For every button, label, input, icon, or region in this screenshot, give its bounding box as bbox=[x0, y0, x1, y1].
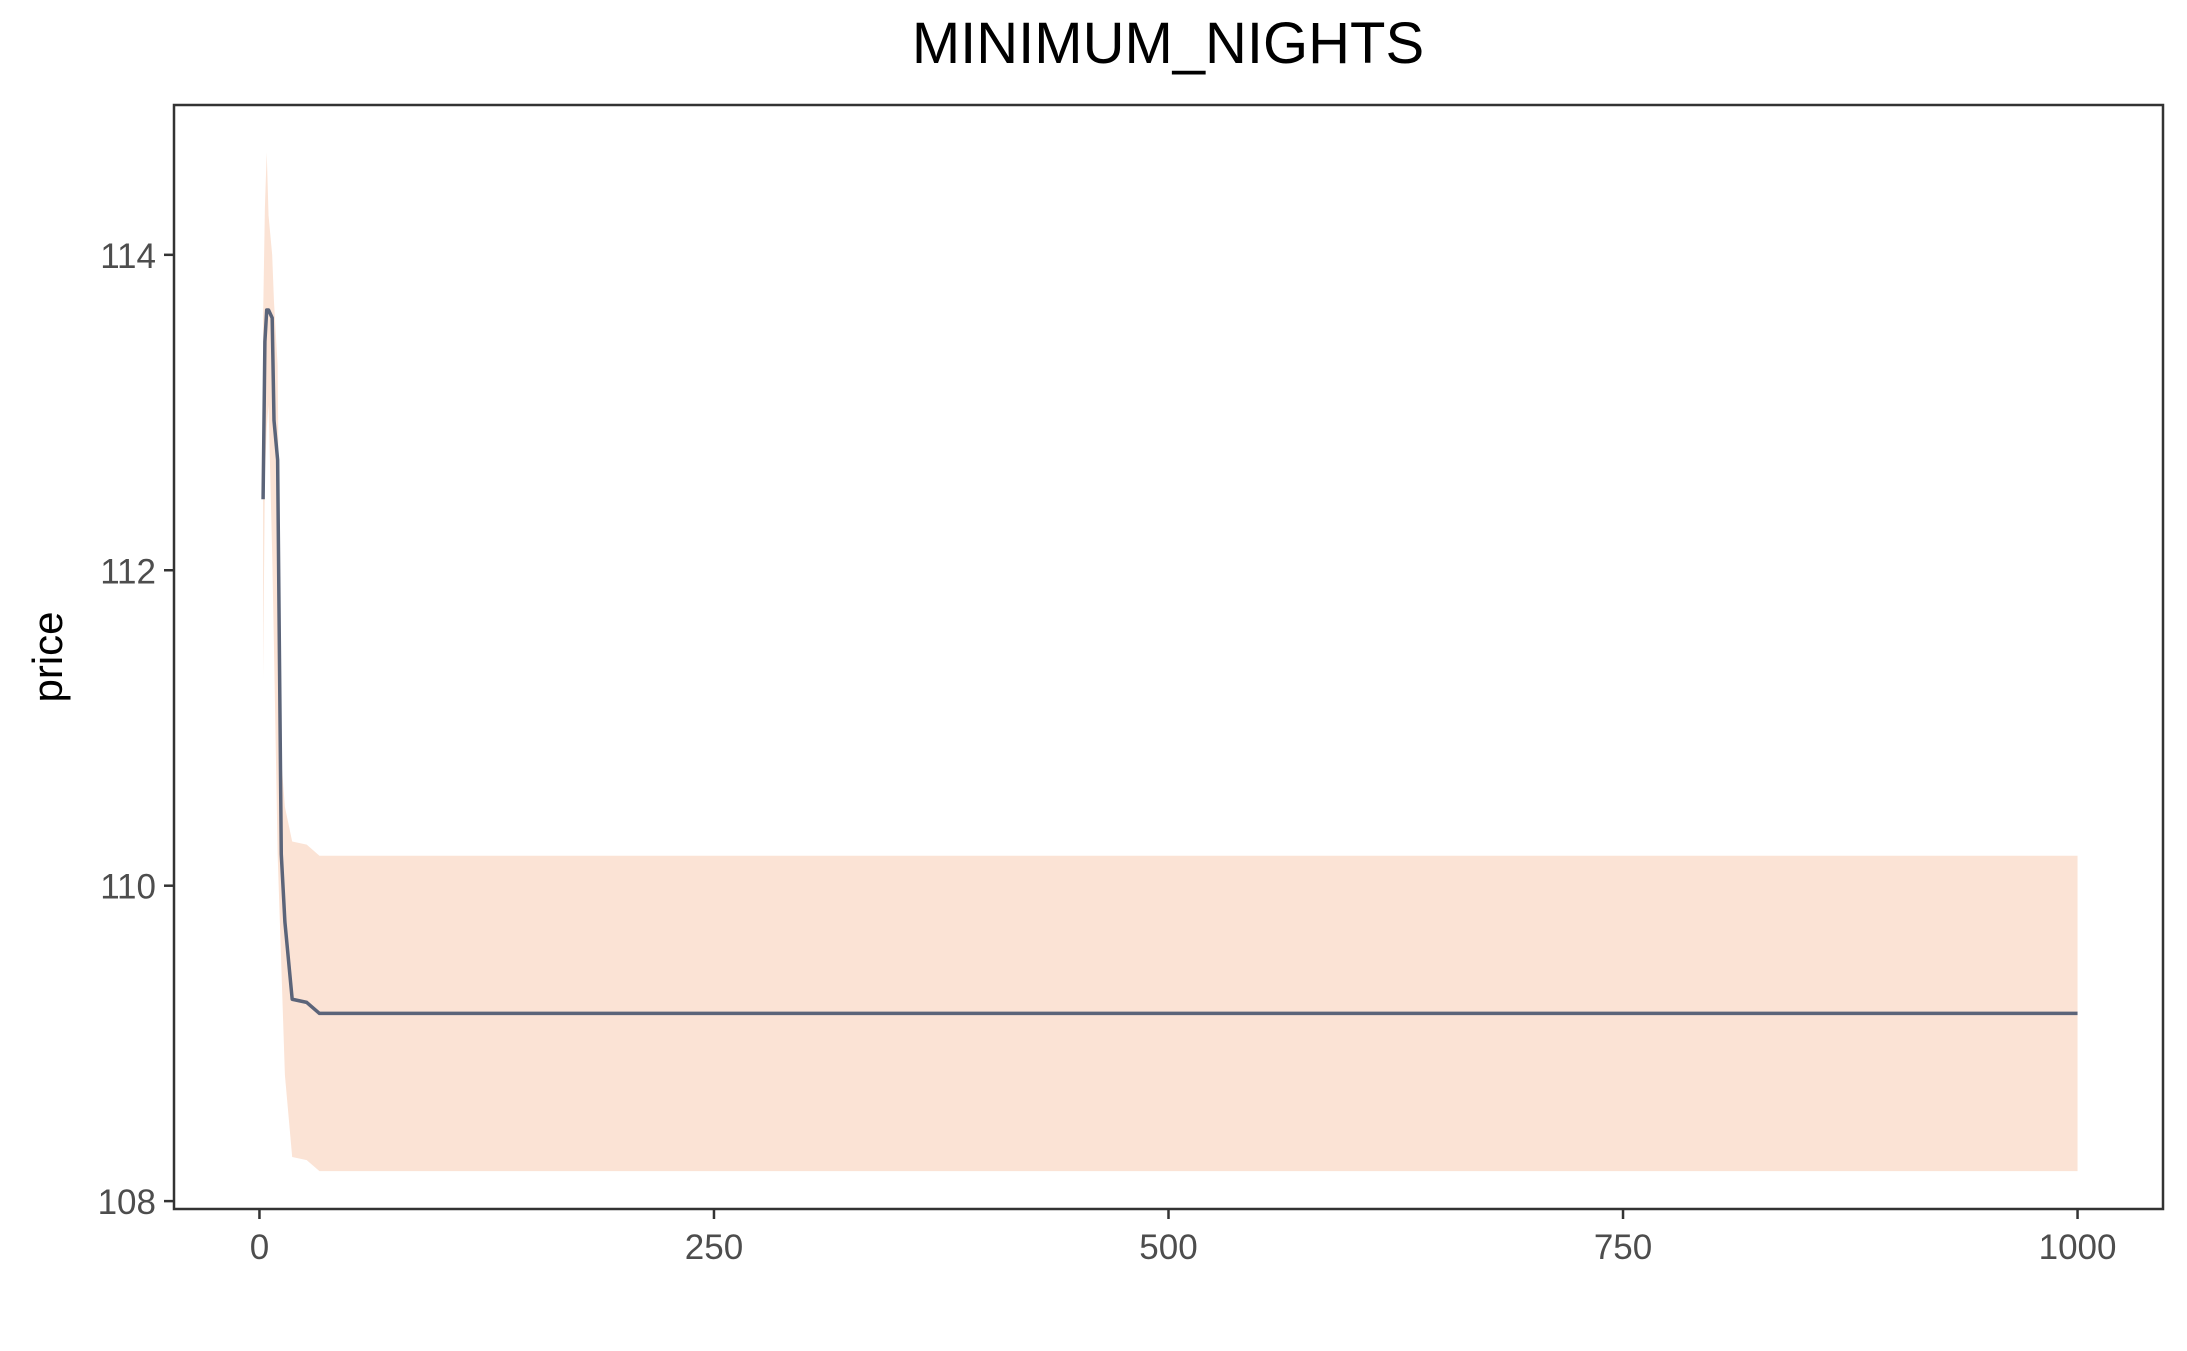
x-tick-label: 500 bbox=[1139, 1228, 1197, 1267]
y-tick-label: 112 bbox=[100, 552, 156, 591]
confidence-ribbon bbox=[263, 152, 2078, 1172]
series-line bbox=[261, 308, 2078, 1016]
x-tick-label: 250 bbox=[685, 1228, 743, 1267]
y-tick-label: 110 bbox=[100, 868, 156, 907]
plot-layer bbox=[261, 152, 2078, 1172]
x-tick-label: 1000 bbox=[2039, 1228, 2117, 1267]
axis-layer: 108 110 112 114 0 250 500 750 1000 bbox=[98, 237, 2117, 1267]
y-tick-label: 108 bbox=[98, 1183, 156, 1222]
y-axis-label: price bbox=[24, 611, 71, 702]
x-tick-label: 750 bbox=[1594, 1228, 1652, 1267]
x-tick-label: 0 bbox=[250, 1228, 269, 1267]
y-tick-label: 114 bbox=[100, 237, 156, 276]
chart-title: MINIMUM_NIGHTS bbox=[912, 11, 1424, 76]
